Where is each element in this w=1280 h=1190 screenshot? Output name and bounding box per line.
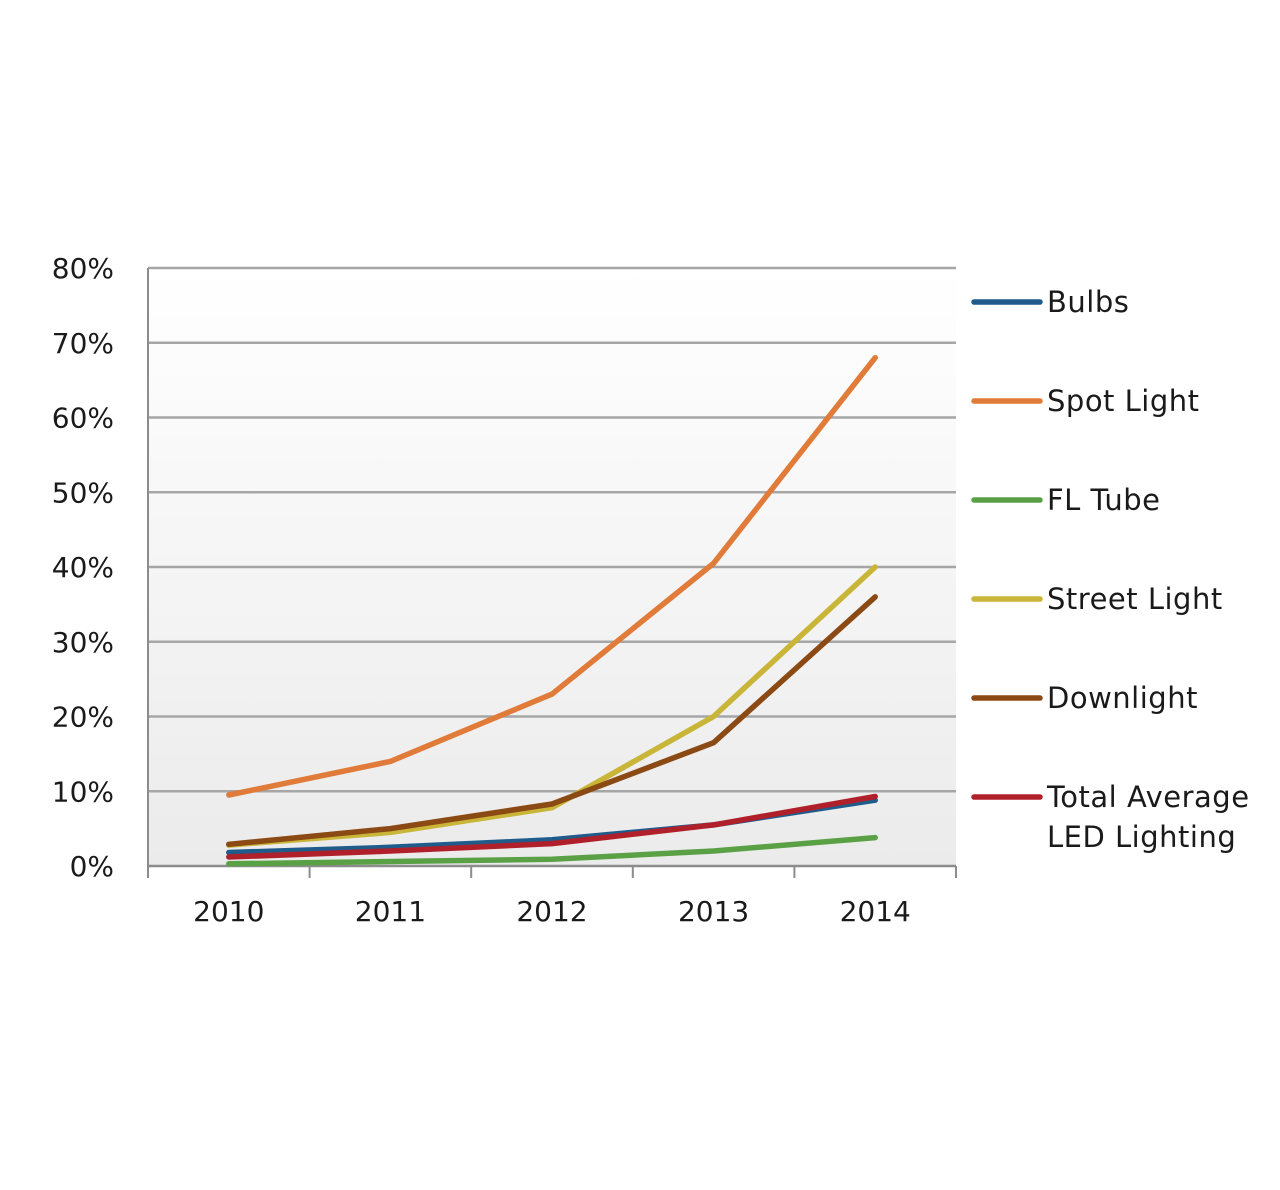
series-line-total-average-led-lighting (226, 793, 878, 860)
legend-label: FL Tube (1047, 483, 1161, 517)
legend-label: Street Light (1047, 582, 1223, 616)
x-tick-label: 2011 (355, 895, 426, 928)
legend-item: Spot Light (971, 384, 1200, 418)
y-tick-label: 0% (70, 850, 114, 883)
y-tick-label: 60% (52, 402, 114, 435)
axes (147, 268, 957, 878)
series-line-downlight (226, 594, 878, 848)
y-tick-label: 20% (52, 701, 114, 734)
legend-item: Total Average LED Lighting (971, 780, 1250, 854)
x-tick-label: 2014 (840, 895, 911, 928)
y-tick-label: 40% (52, 551, 114, 584)
series-line-street-light (226, 564, 878, 848)
legend: Bulbs Spot Light FL Tube Street Light Downli… (971, 285, 1250, 854)
legend-item: Bulbs (971, 285, 1129, 319)
y-tick-label: 70% (52, 327, 114, 360)
legend-label: Bulbs (1047, 285, 1129, 319)
legend-item: FL Tube (971, 483, 1161, 517)
x-tick-label: 2010 (193, 895, 264, 928)
y-tick-label: 50% (52, 476, 114, 509)
series-line-fl-tube (226, 834, 878, 867)
x-tick-label: 2013 (678, 895, 749, 928)
y-tick-label: 30% (52, 626, 114, 659)
y-tick-label: 10% (52, 775, 114, 808)
x-tick-label: 2012 (516, 895, 587, 928)
series-line-spot-light (226, 354, 878, 798)
legend-label: Downlight (1047, 681, 1198, 715)
legend-item: Street Light (971, 582, 1223, 616)
x-axis-tick-labels: 2010 2011 2012 2013 2014 (193, 895, 911, 928)
legend-label: Total Average (1046, 780, 1250, 814)
series-lines (226, 354, 878, 867)
y-tick-label: 80% (52, 252, 114, 285)
y-axis-tick-labels: 0% 10% 20% 30% 40% 50% 60% 70% 80% (52, 252, 114, 883)
legend-label: LED Lighting (1047, 820, 1236, 854)
gridlines (148, 266, 956, 793)
legend-label: Spot Light (1047, 384, 1200, 418)
legend-item: Downlight (971, 681, 1198, 715)
